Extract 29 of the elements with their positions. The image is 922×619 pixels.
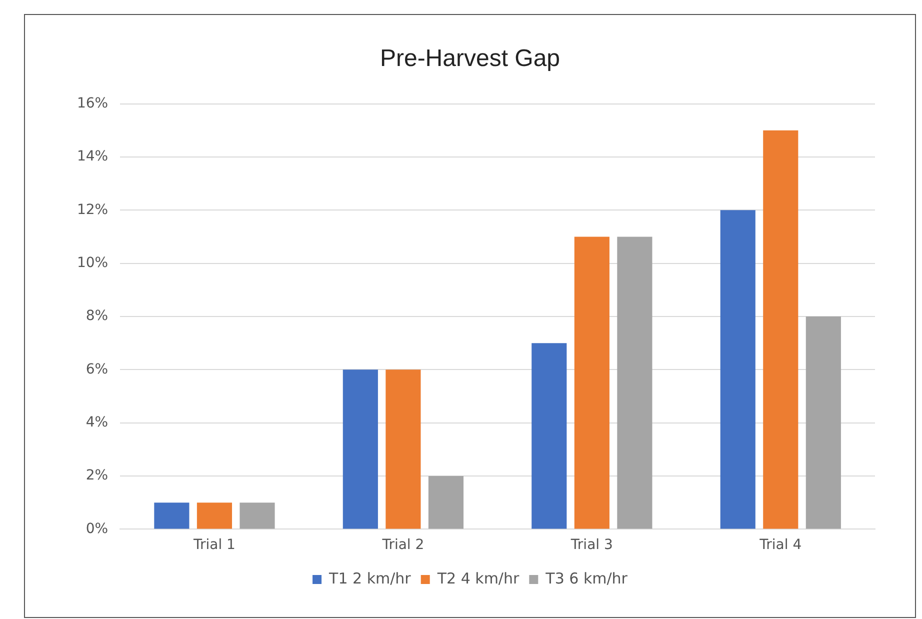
x-tick-label: Trial 3	[570, 537, 613, 554]
bar	[196, 502, 232, 529]
y-tick-label: 2%	[86, 468, 108, 484]
y-tick-label: 14%	[76, 148, 108, 165]
bar	[154, 502, 190, 529]
bar	[574, 236, 610, 529]
legend-label: T1 2 km/hr	[328, 569, 412, 588]
y-tick-label: 8%	[86, 308, 108, 324]
y-tick-label: 12%	[76, 202, 108, 218]
bar	[763, 130, 798, 529]
bar	[342, 370, 378, 529]
bar	[386, 370, 421, 529]
bar	[720, 210, 756, 529]
y-tick-label: 4%	[86, 414, 108, 430]
y-tick-label: 6%	[86, 361, 108, 378]
bar	[806, 316, 841, 529]
y-tick-label: 0%	[86, 520, 108, 537]
bar	[532, 343, 567, 529]
bar	[617, 236, 652, 529]
x-tick-label: Trial 1	[192, 537, 236, 554]
legend-label: T3 6 km/hr	[544, 569, 628, 588]
y-tick-label: 10%	[76, 254, 108, 271]
legend-label: T2 4 km/hr	[436, 569, 520, 588]
chart-title: Pre-Harvest Gap	[380, 45, 560, 72]
y-tick-label: 16%	[76, 95, 108, 112]
x-tick-label: Trial 2	[381, 537, 424, 554]
x-tick-label: Trial 4	[758, 537, 802, 554]
bar	[428, 476, 464, 529]
bar	[240, 502, 275, 529]
